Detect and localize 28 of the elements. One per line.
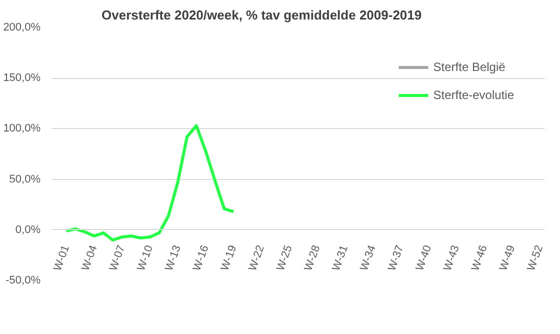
x-tick-label: W-46 — [470, 244, 490, 272]
y-tick-label: 200,0% — [3, 22, 41, 34]
y-tick-label: 50,0% — [9, 173, 41, 186]
x-tick-label: W-28 — [302, 244, 323, 272]
x-tick-label: W-34 — [358, 244, 378, 272]
x-tick-label: W-43 — [442, 244, 462, 272]
x-tick-label: W-31 — [330, 244, 351, 272]
x-tick-label: W-22 — [246, 244, 267, 272]
y-tick-label: 100,0% — [3, 122, 41, 135]
x-tick-label: W-01 — [52, 244, 72, 272]
chart-title: Oversterfte 2020/week, % tav gemiddelde 2009-2019 — [102, 8, 422, 22]
x-tick-label: W-49 — [497, 244, 518, 272]
x-tick-label: W-25 — [274, 244, 295, 272]
line-series — [64, 124, 235, 242]
y-tick-label: 150,0% — [3, 72, 41, 84]
x-tick-label: W-19 — [218, 244, 240, 272]
x-tick-label: W-40 — [414, 244, 434, 272]
x-tick-label: W-10 — [135, 244, 156, 272]
x-tick-label: W-07 — [108, 244, 128, 272]
x-tick-label: W-04 — [80, 244, 100, 272]
x-tick-label: W-52 — [525, 244, 546, 272]
y-tick-label: 0,0% — [15, 224, 41, 236]
legend-label: Sterfte België — [433, 60, 506, 74]
y-tick-label: -50,0% — [6, 274, 41, 286]
x-tick-label: W-13 — [163, 244, 184, 272]
legend-label: Sterfte-evolutie — [433, 88, 514, 102]
x-tick-label: W-16 — [191, 244, 212, 272]
x-tick-label: W-37 — [386, 244, 406, 272]
